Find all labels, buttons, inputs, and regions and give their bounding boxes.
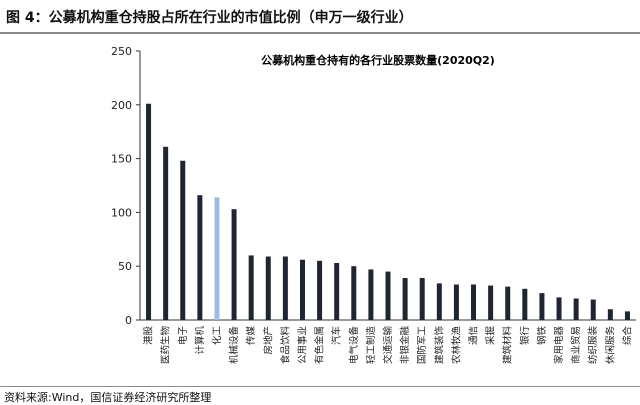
x-tick-label: 轻工制造 (365, 326, 377, 365)
y-tick-label: 200 (111, 99, 132, 112)
x-tick-label: 家用电器 (553, 326, 565, 365)
x-tick-label: 建筑装饰 (433, 326, 445, 364)
x-tick-label: 国防军工 (416, 326, 428, 365)
x-tick-label: 商业贸易 (570, 326, 582, 364)
x-tick-label: 纺织服装 (587, 326, 599, 365)
bar (556, 297, 562, 320)
x-tick-label: 电气设备 (348, 326, 360, 365)
bar (351, 266, 357, 320)
x-tick-label: 非银金融 (399, 326, 411, 365)
bar (214, 197, 220, 320)
bar (453, 284, 459, 320)
bar (624, 311, 630, 320)
x-tick-label: 医药生物 (160, 326, 172, 365)
x-tick-label: 建筑材料 (502, 326, 514, 365)
bar (573, 298, 579, 320)
bar (488, 285, 494, 320)
bar-chart: 0 50 100 150 200 250 港股 医药生物 电子 计算机 化工 机械设备 传媒 房地产 食品… (111, 45, 636, 365)
x-tick-label: 交通运输 (382, 326, 394, 365)
bar (265, 256, 271, 320)
chart-bars (146, 103, 630, 320)
bar (505, 286, 511, 320)
bar (539, 293, 545, 320)
source-note: 资料来源:Wind，国信证券经济研究所整理 (4, 391, 212, 404)
bar (146, 103, 152, 320)
x-tick-label: 钢铁 (536, 326, 548, 346)
bar (471, 284, 477, 320)
x-tick-label: 银行 (519, 326, 531, 346)
chart-axes: 0 50 100 150 200 250 (111, 45, 636, 327)
x-tick-label: 综合 (621, 326, 633, 346)
x-tick-label: 房地产 (262, 326, 274, 355)
bar (522, 288, 528, 320)
figure-title: 图 4：公募机构重仓持股占所在行业的市值比例（申万一级行业） (6, 10, 413, 26)
bar (334, 262, 340, 320)
bar (385, 271, 391, 320)
bar (368, 269, 374, 320)
bar (419, 278, 425, 320)
figure-header: 图 4：公募机构重仓持股占所在行业的市值比例（申万一级行业） (0, 0, 640, 34)
x-tick-label: 通信 (468, 326, 480, 345)
bar (197, 195, 203, 320)
x-tick-label: 传媒 (245, 326, 257, 346)
x-tick-label: 化工 (211, 326, 223, 346)
x-tick-label: 公用事业 (296, 326, 308, 364)
chart-title: 公募机构重仓持有的各行业股票数量(2020Q2) (261, 53, 495, 67)
x-tick-label: 休闲服务 (604, 326, 616, 365)
x-tick-label: 有色金属 (314, 326, 326, 364)
x-tick-label: 采掘 (485, 326, 497, 345)
x-tick-label: 汽车 (331, 326, 343, 345)
bar (299, 259, 305, 320)
bar (590, 299, 596, 320)
bar (180, 160, 186, 320)
bar (231, 209, 237, 320)
bar (402, 278, 408, 320)
y-tick-label: 100 (111, 206, 132, 219)
bar (436, 283, 442, 320)
figure-footer: 资料来源:Wind，国信证券经济研究所整理 (0, 386, 640, 404)
x-tick-label: 电子 (177, 326, 189, 346)
y-tick-label: 50 (118, 260, 132, 273)
x-tick-label: 农林牧渔 (450, 326, 462, 365)
bar (163, 146, 169, 320)
y-tick-label: 150 (111, 153, 132, 166)
bar (317, 260, 323, 320)
y-tick-label: 0 (125, 314, 132, 327)
bar (282, 256, 288, 320)
y-tick-label: 250 (111, 45, 132, 58)
x-tick-label: 港股 (143, 326, 155, 346)
x-tick-label: 计算机 (194, 326, 206, 355)
x-tick-labels: 港股 医药生物 电子 计算机 化工 机械设备 传媒 房地产 食品饮料 公用事业 有色金属 汽车 电气设备… (143, 326, 634, 365)
x-tick-label: 食品饮料 (279, 326, 291, 365)
x-tick-label: 机械设备 (228, 326, 240, 365)
bar (248, 255, 254, 320)
bar (607, 309, 613, 320)
